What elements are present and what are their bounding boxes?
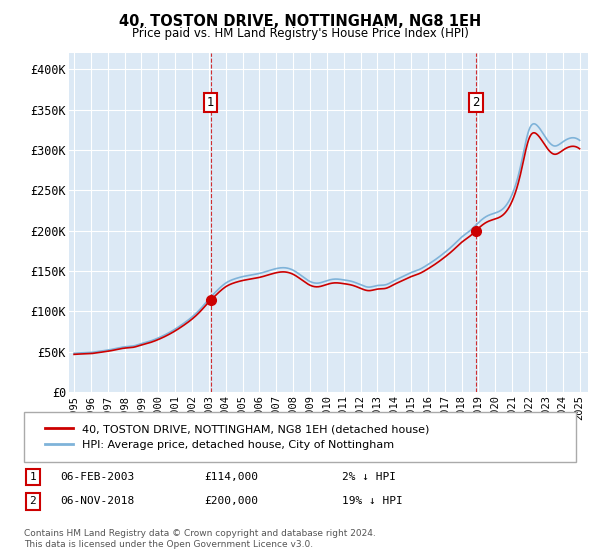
Text: Price paid vs. HM Land Registry's House Price Index (HPI): Price paid vs. HM Land Registry's House … [131,27,469,40]
Text: 19% ↓ HPI: 19% ↓ HPI [342,496,403,506]
Text: £200,000: £200,000 [204,496,258,506]
Text: 2% ↓ HPI: 2% ↓ HPI [342,472,396,482]
Text: 1: 1 [207,96,214,109]
Text: 1: 1 [29,472,37,482]
Legend: 40, TOSTON DRIVE, NOTTINGHAM, NG8 1EH (detached house), HPI: Average price, deta: 40, TOSTON DRIVE, NOTTINGHAM, NG8 1EH (d… [41,419,434,454]
FancyBboxPatch shape [24,412,576,462]
Text: Contains HM Land Registry data © Crown copyright and database right 2024.
This d: Contains HM Land Registry data © Crown c… [24,529,376,549]
Text: 2: 2 [29,496,37,506]
Text: 2: 2 [472,96,479,109]
Text: 40, TOSTON DRIVE, NOTTINGHAM, NG8 1EH: 40, TOSTON DRIVE, NOTTINGHAM, NG8 1EH [119,14,481,29]
Text: £114,000: £114,000 [204,472,258,482]
Text: 06-NOV-2018: 06-NOV-2018 [60,496,134,506]
Text: 06-FEB-2003: 06-FEB-2003 [60,472,134,482]
